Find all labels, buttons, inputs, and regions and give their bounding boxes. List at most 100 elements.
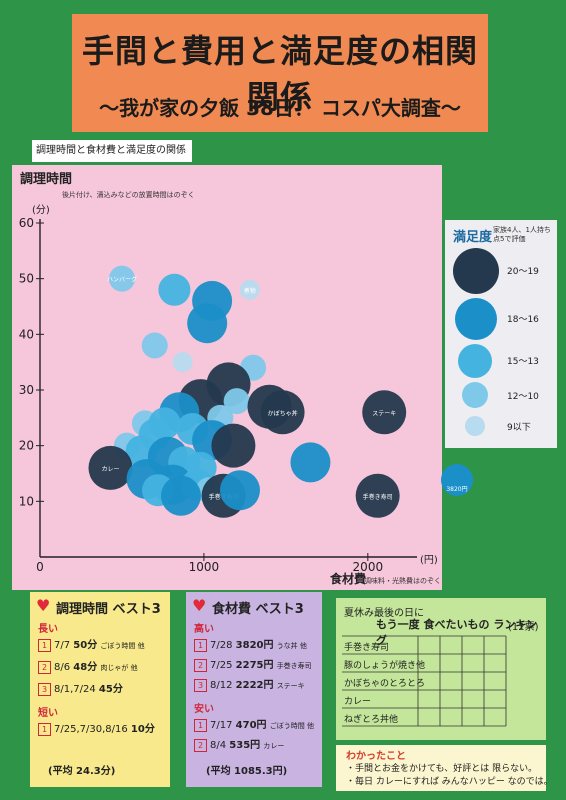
rank-value: 10分 xyxy=(130,724,155,735)
rank-value: 50分 xyxy=(73,640,98,651)
legend-label: 15～13 xyxy=(507,357,539,367)
legend-swatch xyxy=(462,382,488,408)
rank-note: ごぼう時間 他 xyxy=(269,722,314,730)
data-point-circle xyxy=(223,388,250,415)
y-axis-note: 後片付け、漬込みなどの放置時間はのぞく xyxy=(62,190,195,199)
rank-note: ごぼう時間 他 xyxy=(100,642,145,650)
cost-rank-row: 2 8/4 535円 カレー xyxy=(194,736,284,752)
legend-swatch xyxy=(458,344,492,378)
data-point-circle xyxy=(219,470,260,511)
cost-rank-row: 1 7/28 3820円 うな丼 他 xyxy=(194,636,307,652)
x-axis-label: 食材費 xyxy=(329,571,366,586)
short-label: 短い xyxy=(38,708,58,719)
wish-grid xyxy=(342,635,507,727)
rank-date: 8/6 xyxy=(54,662,71,673)
wish-item: 豚のしょうが焼き他 xyxy=(344,661,426,671)
legend-swatch xyxy=(453,248,499,294)
data-point-circle xyxy=(108,265,135,292)
data-point: ステーキ xyxy=(362,390,407,435)
data-point-label: ハンバーグ xyxy=(107,276,137,284)
data-point-circle xyxy=(362,390,407,435)
data-point: ハンバーグ xyxy=(107,265,137,292)
rank-date: 7/17 xyxy=(210,720,233,731)
rank-badge: 2 xyxy=(194,659,207,672)
rank-badge: 1 xyxy=(194,719,207,732)
legend-row: 18～16 xyxy=(445,298,557,340)
y-tick-label: 10 xyxy=(19,494,34,508)
chart-panel: 調理時間 後片付け、漬込みなどの放置時間はのぞく (分) (円) 食材費 調味料… xyxy=(12,165,442,590)
outlier-bubble: 3820円 xyxy=(440,460,474,500)
wish-item: カレー xyxy=(344,697,372,707)
x-tick-label: 0 xyxy=(36,560,44,574)
wish-ranking-count: (12票) xyxy=(508,622,539,633)
poster-subtitle: ～我が家の夕飯 38日！ コスパ大調査～ xyxy=(99,96,461,120)
rank-date: 7/7 xyxy=(54,640,71,651)
legend-title: 満足度 xyxy=(453,230,493,245)
x-tick-label: 2000 xyxy=(353,560,384,574)
rank-date: 8/12 xyxy=(210,680,233,691)
outlier-bubble-graphic: 3820円 xyxy=(441,464,473,496)
wish-ranking-subtitle: もう一度 食べたいもの ランキング xyxy=(376,618,537,647)
rank-date: 7/25,7/30,8/16 xyxy=(54,724,128,735)
legend-label: 20～19 xyxy=(507,267,539,277)
data-point xyxy=(141,332,168,359)
time-ranking-title: 調理時間 ベスト3 xyxy=(56,602,161,617)
rank-badge: 1 xyxy=(194,639,207,652)
rank-badge: 3 xyxy=(194,679,207,692)
cost-ranking-card: ♥ 食材費 ベスト3 高い 1 7/28 3820円 うな丼 他 2 7/25 22… xyxy=(186,592,322,787)
data-point-label: ステーキ xyxy=(372,410,396,417)
rank-note: カレー xyxy=(263,742,285,750)
data-point-circle xyxy=(141,332,168,359)
rank-badge: 2 xyxy=(38,661,51,674)
legend-panel: 満足度 家族4人、1人持ち点5で評価 20～19 18～16 15～13 12～… xyxy=(445,220,557,448)
findings-title: わかったこと xyxy=(346,751,406,762)
rank-badge: 3 xyxy=(38,683,51,696)
rank-date: 8/1,7/24 xyxy=(54,684,96,695)
cost-ranking-title: 食材費 ベスト3 xyxy=(212,602,304,617)
legend-row: 20～19 xyxy=(445,248,557,294)
data-point-label: かぼちゃ丼 xyxy=(268,409,298,417)
legend-label: 9以下 xyxy=(507,423,531,433)
cost-rank-row: 1 7/17 470円 ごぼう時間 他 xyxy=(194,716,314,732)
y-axis-unit: (分) xyxy=(32,204,50,216)
time-average: (平均 24.3分) xyxy=(48,766,116,777)
wish-ranking-card: 夏休み最後の日に もう一度 食べたいもの ランキング (12票) 手巻き寿司 豚… xyxy=(336,598,546,740)
rank-note: 手巻き寿司 xyxy=(276,662,312,670)
title-card: 手間と費用と満足度の相関関係 ～我が家の夕飯 38日！ コスパ大調査～ xyxy=(72,14,488,132)
finding-line: ・手間とお金をかけても、好評とは 限らない。 xyxy=(346,764,538,774)
legend-label: 18～16 xyxy=(507,315,539,325)
wish-item: 手巻き寿司 xyxy=(344,643,390,653)
scatter-chart: 調理時間 後片付け、漬込みなどの放置時間はのぞく (分) (円) 食材費 調味料… xyxy=(19,171,441,586)
y-axis-label: 調理時間 xyxy=(20,171,72,187)
data-point-circle xyxy=(187,303,228,344)
low-label: 安い xyxy=(194,704,214,715)
legend-row: 12～10 xyxy=(445,382,557,418)
data-point: 煮物 xyxy=(239,279,260,300)
outlier-note: 3820円 xyxy=(446,486,467,493)
rank-date: 8/4 xyxy=(210,740,227,751)
poster-title: 手間と費用と満足度の相関関係 xyxy=(81,32,478,116)
cost-rank-row: 2 7/25 2275円 手巻き寿司 xyxy=(194,656,312,672)
y-tick-label: 50 xyxy=(19,272,34,286)
data-point xyxy=(158,273,191,306)
rank-note: ステーキ xyxy=(276,682,305,690)
rank-value: 2275円 xyxy=(235,660,274,671)
data-point-circle xyxy=(160,475,201,516)
cost-average: (平均 1085.3円) xyxy=(206,766,288,777)
outlier-circle xyxy=(441,464,473,496)
wish-item: かぼちゃのとろとろ xyxy=(344,679,426,689)
data-point xyxy=(211,423,256,468)
time-ranking-card: ♥ 調理時間 ベスト3 長い 1 7/7 50分 ごぼう時間 他 2 8/6 48分… xyxy=(30,592,170,787)
data-point-circle xyxy=(290,442,331,483)
findings-card: わかったこと ・手間とお金をかけても、好評とは 限らない。 ・毎日 カレーにすれ… xyxy=(336,745,553,791)
rank-badge: 1 xyxy=(38,639,51,652)
y-tick-label: 40 xyxy=(19,327,34,341)
data-point: かぼちゃ丼 xyxy=(260,390,305,435)
y-tick-label: 30 xyxy=(19,383,34,397)
data-point xyxy=(160,475,201,516)
x-axis-unit: (円) xyxy=(420,555,438,566)
rank-date: 7/25 xyxy=(210,660,233,671)
data-point-circle xyxy=(211,423,256,468)
time-rank-row: 1 7/7 50分 ごぼう時間 他 xyxy=(38,636,145,652)
